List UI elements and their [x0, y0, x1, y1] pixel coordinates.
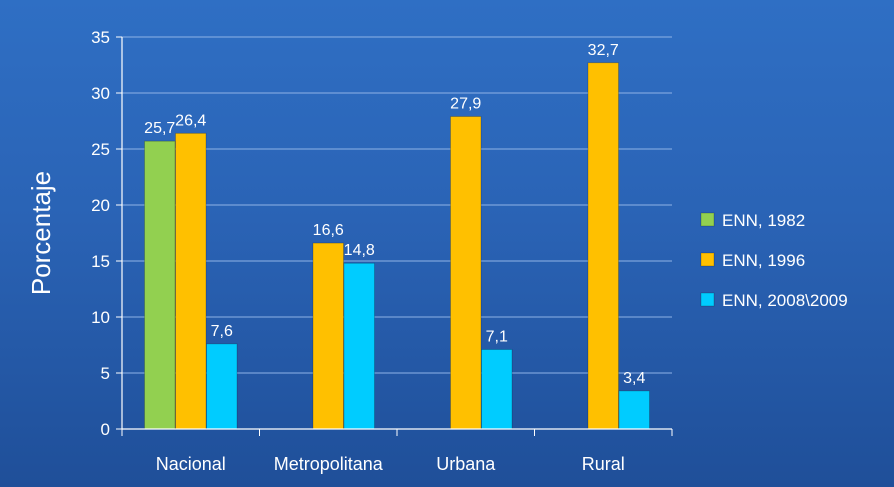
x-tick-label: Metropolitana	[274, 454, 384, 474]
data-label: 26,4	[175, 112, 206, 129]
legend: ENN, 1982 ENN, 1996 ENN, 2008\2009	[700, 211, 848, 310]
data-label: 32,7	[588, 42, 619, 59]
y-tick-label: 0	[101, 420, 110, 439]
bar	[175, 132, 207, 430]
legend-swatch	[700, 292, 715, 307]
legend-label: ENN, 1996	[722, 251, 805, 270]
data-label: 16,6	[313, 222, 344, 239]
y-axis-label: Porcentaje	[26, 171, 56, 295]
legend-swatch	[700, 252, 715, 267]
y-tick-label: 15	[91, 252, 110, 271]
data-label: 14,8	[344, 242, 375, 259]
x-tick-label: Nacional	[156, 454, 226, 474]
y-tick-label: 10	[91, 308, 110, 327]
bar	[481, 349, 513, 430]
bar	[144, 140, 176, 430]
x-tick-label: Rural	[582, 454, 625, 474]
gridlines	[122, 36, 672, 374]
bar	[343, 262, 375, 430]
axes	[116, 36, 673, 436]
x-tick-label: Urbana	[436, 454, 496, 474]
y-tick-label: 5	[101, 364, 110, 383]
bar	[312, 242, 344, 430]
bar	[450, 116, 482, 430]
legend-label: ENN, 1982	[722, 211, 805, 230]
data-label: 7,1	[486, 328, 508, 345]
data-label: 7,6	[211, 323, 233, 340]
y-tick-label: 35	[91, 28, 110, 47]
y-tick-label: 25	[91, 140, 110, 159]
data-labels: 25,7 26,4 16,6 27,9 32,7 7,6 14,8 7,1 3,4	[144, 42, 645, 387]
bar	[618, 390, 650, 430]
tick-labels: 0 5 10 15 20 25 30 35 Nacional Metropolitana Urban…	[91, 28, 625, 474]
data-label: 3,4	[623, 370, 645, 387]
bars	[144, 62, 650, 430]
y-tick-label: 30	[91, 84, 110, 103]
legend-swatch	[700, 212, 715, 227]
data-label: 25,7	[144, 120, 175, 137]
bar	[587, 62, 619, 430]
legend-label: ENN, 2008\2009	[722, 291, 848, 310]
y-tick-label: 20	[91, 196, 110, 215]
data-label: 27,9	[450, 96, 481, 113]
bar	[206, 343, 238, 430]
